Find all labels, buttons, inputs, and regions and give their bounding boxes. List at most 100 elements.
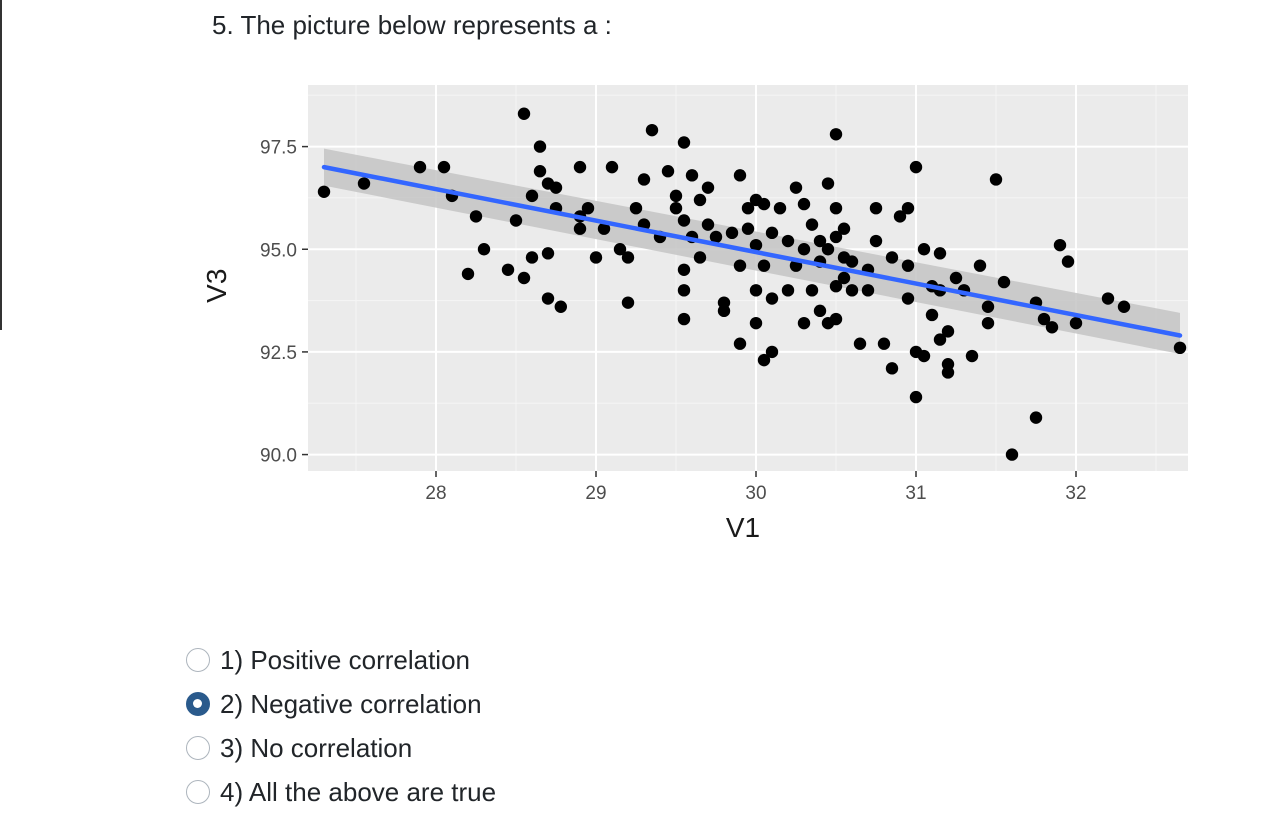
data-point [925, 308, 939, 322]
data-point [461, 267, 475, 281]
y-tick-label: 92.5 [260, 343, 297, 364]
data-point [885, 362, 899, 375]
data-point [1045, 321, 1059, 334]
data-point [533, 165, 547, 178]
data-point [981, 300, 995, 313]
data-point [637, 173, 651, 186]
data-point [909, 390, 923, 404]
radio-button[interactable] [186, 736, 210, 760]
data-point [749, 238, 763, 252]
data-point [965, 349, 979, 363]
data-point [901, 292, 915, 305]
data-point [797, 197, 811, 211]
data-point [829, 280, 843, 293]
plot-panel [308, 85, 1188, 471]
data-point [477, 243, 491, 256]
x-tick-label: 29 [585, 483, 606, 504]
x-axis-title: V1 [726, 512, 760, 543]
data-point [885, 251, 899, 264]
data-point [677, 214, 691, 227]
data-point [757, 259, 771, 272]
data-point [685, 169, 699, 182]
option-no-correlation[interactable]: 3) No correlation [186, 726, 496, 770]
data-point [853, 337, 867, 350]
data-point [693, 193, 707, 207]
data-point [845, 284, 859, 297]
data-point [781, 284, 795, 297]
data-point [597, 222, 611, 235]
data-point [1069, 316, 1083, 330]
data-point [813, 304, 827, 318]
data-point [757, 353, 771, 367]
data-point [773, 201, 787, 215]
data-point [509, 214, 523, 227]
data-point [997, 275, 1011, 289]
data-point [805, 218, 819, 231]
scatter-chart-svg: 28 29 30 31 32 90.0 92.5 95.0 97.5 V1 V3 [201, 85, 1188, 543]
data-point [869, 234, 883, 248]
data-point [701, 218, 715, 231]
data-point [413, 160, 427, 174]
radio-button[interactable] [186, 692, 210, 716]
data-point [733, 337, 747, 350]
data-point [517, 107, 531, 120]
data-point [861, 284, 875, 297]
data-point [1101, 292, 1115, 305]
data-point [821, 177, 835, 190]
option-negative-correlation[interactable]: 2) Negative correlation [186, 682, 496, 726]
answer-options: 1) Positive correlation 2) Negative corr… [186, 638, 496, 814]
data-point [661, 165, 675, 178]
option-all-above-true[interactable]: 4) All the above are true [186, 770, 496, 814]
data-point [1173, 341, 1187, 355]
data-point [589, 251, 603, 264]
y-axis-title: V3 [201, 269, 232, 303]
data-point [554, 300, 567, 313]
data-point [941, 325, 955, 338]
data-point [677, 312, 691, 326]
data-point [573, 222, 587, 235]
radio-button[interactable] [186, 648, 210, 672]
data-point [741, 201, 755, 215]
data-point [909, 160, 923, 174]
data-point [541, 247, 555, 260]
option-positive-correlation[interactable]: 1) Positive correlation [186, 638, 496, 682]
data-point [501, 263, 515, 276]
data-point [973, 259, 987, 272]
data-point [749, 284, 763, 297]
data-point [621, 251, 635, 264]
radio-button[interactable] [186, 780, 210, 804]
data-point [605, 160, 619, 174]
data-point [765, 292, 779, 305]
regression-line [321, 164, 1183, 338]
data-point [733, 259, 747, 272]
data-point [1061, 255, 1075, 268]
data-point [933, 247, 947, 260]
data-point [845, 255, 859, 268]
data-point [677, 136, 691, 149]
option-label: 3) No correlation [220, 732, 413, 763]
data-point [677, 284, 691, 297]
y-tick-label: 97.5 [260, 138, 297, 159]
data-point [701, 181, 715, 194]
data-point [573, 160, 587, 174]
y-tick-label: 90.0 [260, 446, 297, 467]
data-point [797, 243, 811, 256]
data-point [741, 222, 755, 235]
data-point [437, 160, 451, 174]
data-point [821, 243, 835, 256]
data-point [933, 333, 947, 346]
data-point [733, 169, 747, 182]
data-point [749, 316, 763, 330]
question-title: 5. The picture below represents a : [212, 10, 612, 40]
data-point [837, 271, 851, 285]
data-point [549, 181, 563, 194]
page-left-border [0, 0, 2, 330]
option-label: 4) All the above are true [220, 776, 497, 807]
data-point [917, 243, 931, 256]
data-point [1005, 448, 1019, 461]
data-point [797, 316, 811, 330]
data-point [893, 210, 907, 223]
data-point [357, 177, 371, 190]
data-point [709, 230, 723, 244]
data-point [789, 181, 803, 194]
